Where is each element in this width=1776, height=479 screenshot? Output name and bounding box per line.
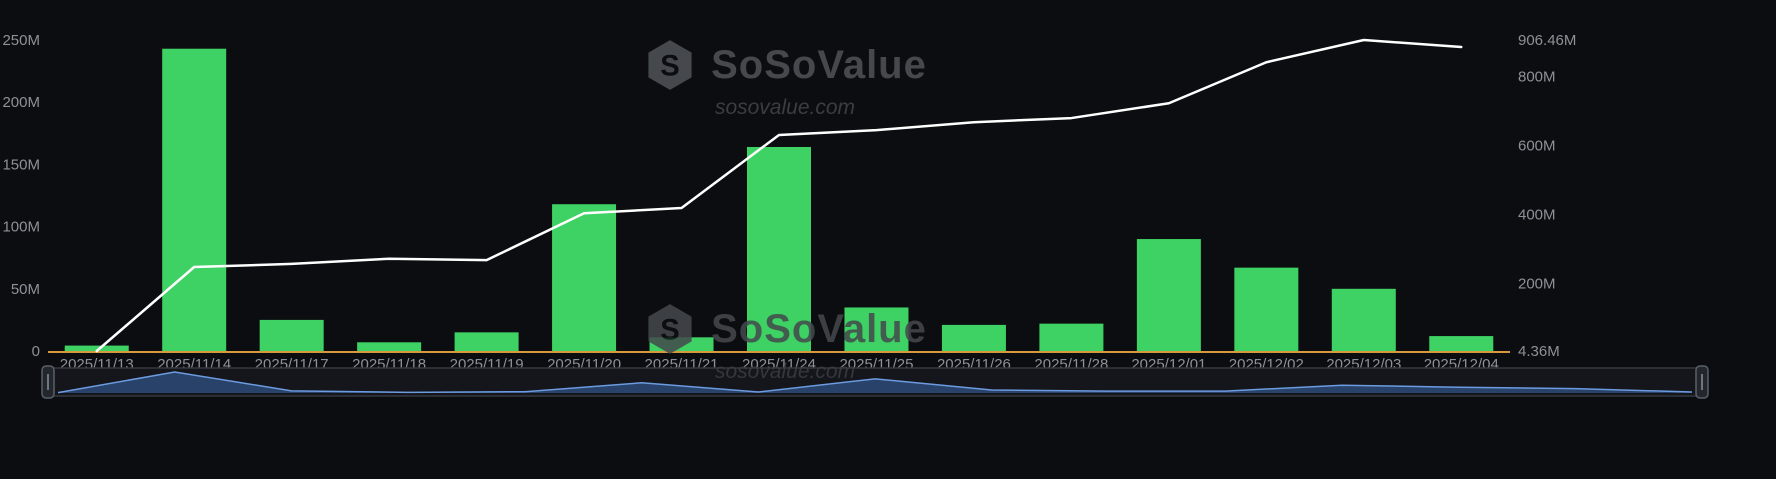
bar-2025/11/28[interactable] [1039, 323, 1104, 351]
right-axis-tick: 4.36M [1518, 343, 1560, 360]
left-axis-tick: 50M [11, 281, 40, 298]
bar-2025/11/20[interactable] [552, 204, 617, 351]
right-axis-tick: 200M [1518, 276, 1556, 293]
bar-2025/11/19[interactable] [454, 332, 519, 351]
slider-mini-area [58, 372, 1692, 393]
bar-2025/11/18[interactable] [357, 342, 422, 351]
left-axis-tick: 200M [2, 94, 40, 111]
left-axis-tick: 0 [32, 343, 40, 360]
bar-2025/11/17[interactable] [259, 319, 324, 351]
slider-mini-area-line [57, 371, 1693, 394]
bar-2025/11/24[interactable] [747, 146, 811, 351]
bar-2025/11/14[interactable] [162, 48, 227, 351]
left-axis-tick: 250M [2, 32, 40, 49]
right-axis-tick: 400M [1518, 207, 1556, 224]
left-axis-tick: 150M [2, 156, 40, 173]
right-axis-tick: 800M [1518, 69, 1556, 86]
cumulative-line[interactable] [95, 38, 1463, 353]
bar-2025/11/25[interactable] [844, 307, 909, 351]
bar-2025/12/02[interactable] [1234, 267, 1299, 351]
left-axis-tick: 100M [2, 219, 40, 236]
bar-2025/12/04[interactable] [1429, 336, 1494, 351]
right-axis-tick: 906.46M [1518, 32, 1576, 49]
bar-2025/11/21[interactable] [649, 337, 714, 351]
bar-2025/12/01[interactable] [1136, 239, 1201, 351]
bar-2025/11/26[interactable] [941, 324, 1006, 351]
right-axis-tick: 600M [1518, 138, 1556, 155]
bar-2025/11/13[interactable] [64, 345, 129, 351]
bar-2025/12/03[interactable] [1331, 288, 1396, 351]
